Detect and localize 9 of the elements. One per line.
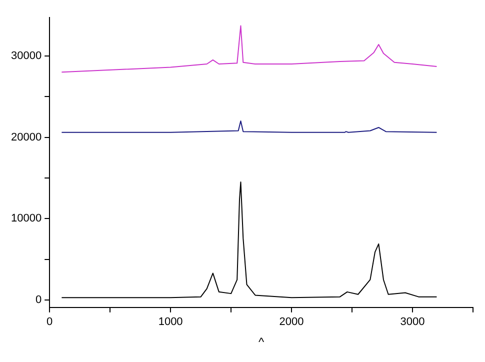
y-tick-label: 10000 — [10, 212, 42, 225]
x-tick-label: 0 — [46, 316, 53, 328]
y-tick-label: 0 — [35, 294, 42, 306]
x-tick-label: 1000 — [158, 316, 183, 328]
y-tick-label: 30000 — [10, 50, 42, 62]
y-tick-label: 20000 — [10, 131, 42, 144]
x-tick-label: 3000 — [400, 316, 425, 328]
x-axis-title: ^ — [258, 335, 264, 350]
x-tick-label: 2000 — [279, 316, 304, 328]
